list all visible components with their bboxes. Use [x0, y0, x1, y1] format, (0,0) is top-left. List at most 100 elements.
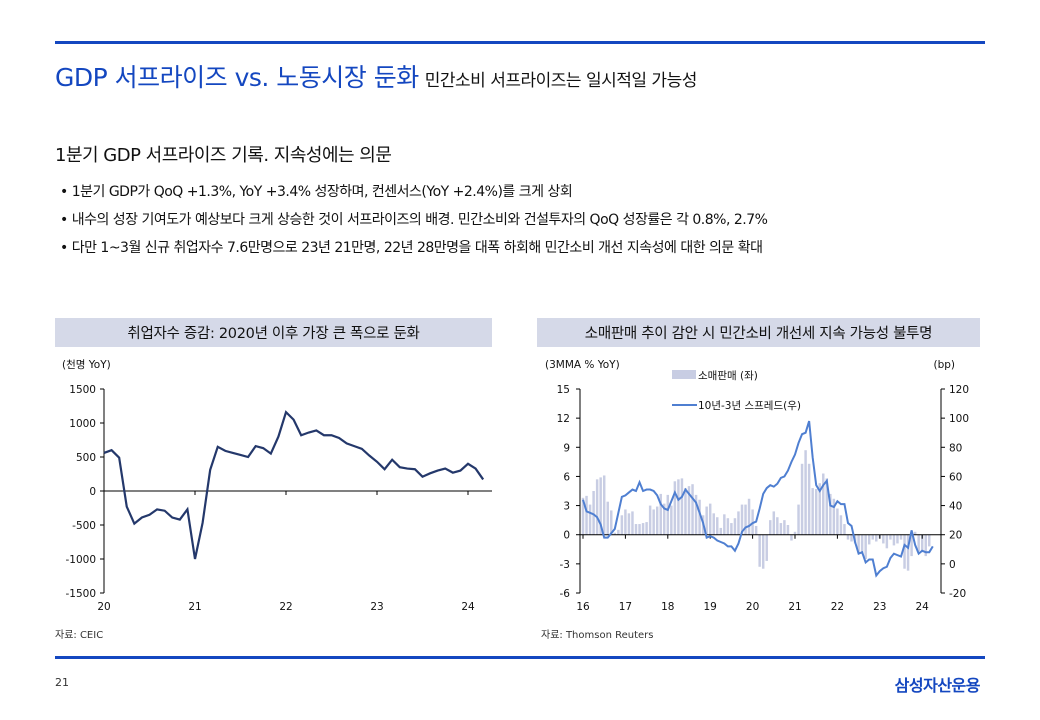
retail-sales-bar: [659, 493, 662, 535]
retail-sales-bar: [769, 520, 772, 535]
retail-sales-bar: [829, 493, 832, 535]
retail-sales-bar: [772, 511, 776, 535]
left-y-tick-label: -1000: [65, 554, 96, 566]
left-y-tick-label: -500: [72, 520, 96, 532]
section-heading: 1분기 GDP 서프라이즈 기록. 지속성에는 의문: [55, 145, 392, 166]
right-y2-tick-label: 60: [949, 471, 962, 483]
retail-sales-bar: [800, 463, 804, 535]
retail-sales-bar: [754, 525, 758, 535]
retail-sales-bar: [924, 534, 927, 557]
retail-sales-bar: [613, 532, 617, 535]
retail-sales-bar: [846, 534, 850, 540]
retail-sales-bar: [843, 524, 846, 535]
retail-sales-bar: [892, 534, 896, 546]
retail-sales-bar: [694, 494, 698, 535]
left-y-axis-label: (천명 YoY): [62, 359, 111, 371]
legend-yield-spread: 10년-3년 스프레드(우): [698, 400, 801, 412]
top-rule: [55, 41, 985, 44]
right-y-tick-label: 12: [557, 413, 570, 425]
retail-sales-bar: [836, 508, 839, 535]
retail-sales-bar: [638, 524, 641, 535]
right-x-tick-label: 19: [704, 601, 717, 613]
retail-sales-bar: [906, 534, 910, 571]
right-y2-tick-label: 40: [949, 501, 962, 513]
right-x-tick-label: 21: [788, 601, 801, 613]
retail-sales-bar: [896, 534, 899, 544]
retail-sales-bar: [631, 511, 634, 535]
retail-sales-bar: [885, 534, 889, 549]
left-x-tick-label: 24: [461, 601, 475, 613]
retail-sales-bar: [634, 524, 638, 535]
right-y-tick-label: -3: [560, 559, 570, 571]
retail-sales-bar: [730, 523, 733, 535]
retail-sales-bar: [606, 501, 609, 535]
retail-sales-bar: [747, 498, 751, 535]
retail-sales-bar: [867, 534, 871, 545]
right-y-axis-label: (3MMA % YoY): [545, 359, 620, 371]
retail-sales-bar: [666, 494, 670, 535]
right-x-tick-label: 16: [576, 601, 590, 613]
left-x-tick-label: 23: [370, 601, 383, 613]
retail-sales-bar: [744, 504, 747, 535]
right-x-tick-label: 20: [746, 601, 759, 613]
retail-sales-bar: [670, 505, 673, 535]
bullet-3: • 다만 1~3월 신규 취업자수 7.6만명으로 23년 21만명, 22년 …: [60, 240, 763, 256]
retail-sales-bar: [793, 531, 797, 535]
retail-sales-bar: [864, 534, 867, 559]
legend-retail-sales: 소매판매 (좌): [698, 370, 758, 382]
retail-sales-bar: [807, 463, 811, 535]
retail-sales-bar: [592, 491, 595, 535]
left-x-tick-label: 22: [279, 601, 292, 613]
right-y-tick-label: -6: [560, 588, 571, 600]
retail-sales-bar: [910, 534, 913, 557]
retail-sales-bar: [857, 534, 860, 554]
right-y2-axis-label: (bp): [933, 359, 955, 371]
legend-bar-swatch: [672, 370, 696, 379]
retail-sales-bar: [719, 527, 723, 535]
title-sub: 민간소비 서프라이즈는 일시적일 가능성: [424, 71, 698, 91]
retail-sales-bar: [684, 488, 687, 535]
retail-sales-bar: [889, 534, 892, 540]
retail-sales-bar: [599, 477, 602, 535]
retail-sales-bar: [825, 478, 829, 535]
retail-sales-bar: [761, 534, 765, 569]
retail-sales-bar: [610, 510, 613, 535]
yield-spread-line: [582, 420, 934, 578]
employment-change-line: [103, 410, 485, 560]
left-y-tick-label: -1500: [65, 588, 96, 600]
retail-sales-bar: [581, 497, 585, 535]
right-x-tick-label: 17: [619, 601, 632, 613]
retail-sales-bar: [850, 534, 853, 542]
right-y2-tick-label: 100: [949, 413, 969, 425]
retail-sales-bar: [797, 504, 800, 535]
retail-sales-bar: [776, 517, 779, 535]
right-y-tick-label: 0: [563, 530, 570, 542]
retail-sales-bar: [705, 506, 708, 535]
retail-sales-bar: [740, 504, 744, 535]
left-chart-source: 자료: CEIC: [55, 630, 104, 641]
retail-sales-bar: [673, 481, 677, 535]
retail-sales-bar: [920, 534, 924, 553]
retail-sales-bar: [790, 534, 793, 541]
retail-sales-bar: [928, 534, 931, 547]
retail-sales-bar: [663, 503, 666, 535]
right-y2-tick-label: 80: [949, 442, 962, 454]
retail-sales-bar: [783, 520, 786, 535]
retail-sales-bar: [698, 499, 701, 535]
retail-sales-bar: [712, 513, 715, 535]
retail-sales-bar: [786, 525, 790, 535]
right-x-tick-label: 22: [831, 601, 844, 613]
retail-sales-bar: [899, 534, 903, 540]
right-y-tick-label: 6: [563, 471, 570, 483]
right-y-tick-label: 9: [563, 442, 570, 454]
left-chart-title: 취업자수 증감: 2020년 이후 가장 큰 폭으로 둔화: [55, 318, 492, 347]
retail-sales-bar: [779, 523, 783, 535]
retail-sales-bar: [680, 478, 684, 535]
left-y-tick-label: 1500: [69, 384, 96, 396]
retail-sales-bar: [832, 498, 836, 535]
retail-sales-bar: [822, 473, 825, 535]
bullet-2: • 내수의 성장 기여도가 예상보다 크게 상승한 것이 서프라이즈의 배경. …: [60, 212, 768, 228]
retail-sales-bar: [708, 503, 712, 535]
retail-sales-bar: [617, 529, 620, 535]
retail-sales-bar: [737, 511, 740, 535]
